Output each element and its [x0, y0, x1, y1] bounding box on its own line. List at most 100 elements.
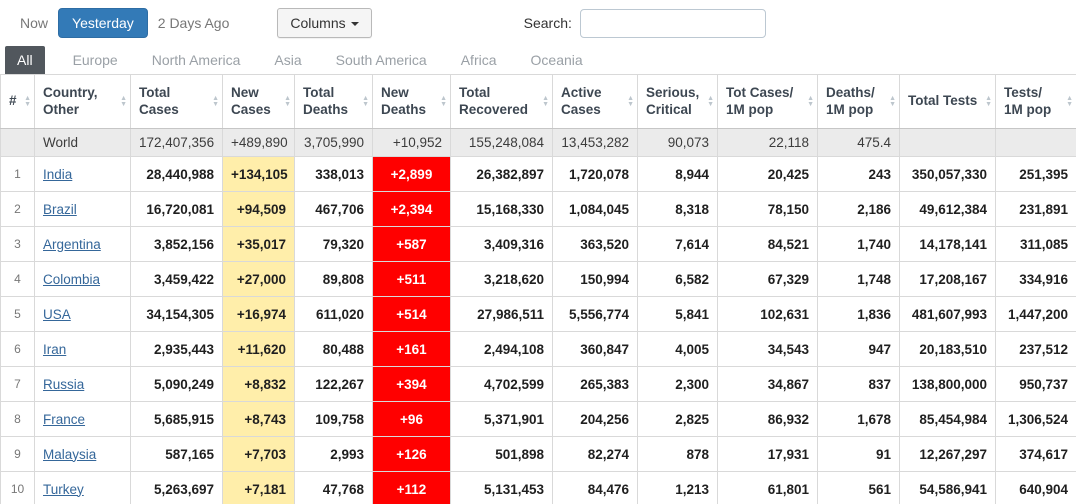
column-header-rank[interactable]: #▲▼: [1, 75, 35, 129]
country-link[interactable]: USA: [43, 307, 71, 322]
yesterday-button[interactable]: Yesterday: [58, 8, 148, 38]
sort-icon[interactable]: ▲▼: [284, 96, 291, 108]
sort-icon[interactable]: ▲▼: [707, 96, 714, 108]
column-header-tests-1m-pop[interactable]: Tests/ 1M pop ▲▼: [996, 75, 1076, 129]
tests-1m-cell: 251,395: [996, 157, 1076, 192]
tests-1m-cell: 1,447,200: [996, 297, 1076, 332]
tab-all[interactable]: All: [5, 46, 45, 74]
sort-icon[interactable]: ▲▼: [440, 96, 447, 108]
column-header-tot-cases-1m-pop[interactable]: Tot Cases/ 1M pop ▲▼: [718, 75, 818, 129]
tests-1m-cell: 640,904: [996, 472, 1076, 504]
total-tests-cell: 350,057,330: [900, 157, 996, 192]
column-header-active-cases[interactable]: Active Cases▲▼: [553, 75, 638, 129]
total-deaths-cell: 80,488: [295, 332, 373, 367]
sort-icon[interactable]: ▲▼: [212, 96, 219, 108]
column-header-total-cases[interactable]: Total Cases▲▼: [131, 75, 223, 129]
deaths-1m-cell: 1,748: [818, 262, 900, 297]
total-tests-cell: 481,607,993: [900, 297, 996, 332]
total-recovered-cell: 3,218,620: [451, 262, 553, 297]
new-cases-cell: +27,000: [223, 262, 295, 297]
two-days-ago-button[interactable]: 2 Days Ago: [148, 9, 240, 37]
sort-icon[interactable]: ▲▼: [627, 96, 634, 108]
column-header-new-cases[interactable]: New Cases ▲▼: [223, 75, 295, 129]
search-input[interactable]: [580, 9, 766, 38]
table-row: 1India28,440,988+134,105338,013+2,89926,…: [1, 157, 1076, 192]
tab-north-america[interactable]: North America: [146, 46, 247, 74]
column-header-deaths-1m-pop[interactable]: Deaths/ 1M pop▲▼: [818, 75, 900, 129]
column-header-total-deaths[interactable]: Total Deaths▲▼: [295, 75, 373, 129]
sort-icon[interactable]: ▲▼: [985, 96, 992, 108]
tests-1m-cell: 374,617: [996, 437, 1076, 472]
country-link[interactable]: France: [43, 412, 85, 427]
sort-icon[interactable]: ▲▼: [120, 96, 127, 108]
column-header-total-tests[interactable]: Total Tests ▲▼: [900, 75, 996, 129]
tab-africa[interactable]: Africa: [455, 46, 503, 74]
country-cell: Iran: [35, 332, 131, 367]
table-header: #▲▼Country, Other▲▼Total Cases▲▼New Case…: [1, 75, 1076, 129]
sort-icon[interactable]: ▲▼: [1066, 96, 1073, 108]
table-row: 4Colombia3,459,422+27,00089,808+5113,218…: [1, 262, 1076, 297]
tab-asia[interactable]: Asia: [268, 46, 307, 74]
column-header-serious-critical[interactable]: Serious, Critical▲▼: [638, 75, 718, 129]
column-header-total-recovered[interactable]: Total Recovered▲▼: [451, 75, 553, 129]
tests-1m-cell: 334,916: [996, 262, 1076, 297]
serious-critical-cell: 2,300: [638, 367, 718, 402]
table-row: 2Brazil16,720,081+94,509467,706+2,39415,…: [1, 192, 1076, 227]
total-tests-cell: 14,178,141: [900, 227, 996, 262]
tests-1m-cell: 237,512: [996, 332, 1076, 367]
tab-oceania[interactable]: Oceania: [525, 46, 589, 74]
active-cases-cell: 1,084,045: [553, 192, 638, 227]
total-cases-cell: 34,154,305: [131, 297, 223, 332]
tot-cases-1m-cell: 34,867: [718, 367, 818, 402]
tests-1m-cell: 1,306,524: [996, 402, 1076, 437]
country-link[interactable]: Colombia: [43, 272, 100, 287]
now-button[interactable]: Now: [10, 9, 58, 37]
total-deaths-cell: 89,808: [295, 262, 373, 297]
deaths-1m-cell: 1,740: [818, 227, 900, 262]
column-header-label: New Cases: [231, 85, 271, 117]
sort-icon[interactable]: ▲▼: [362, 96, 369, 108]
tot-cases-1m-cell: 22,118: [718, 129, 818, 157]
column-header-new-deaths[interactable]: New Deaths▲▼: [373, 75, 451, 129]
column-header-label: Tests/ 1M pop: [1004, 85, 1051, 117]
country-link[interactable]: Iran: [43, 342, 66, 357]
column-header-label: Total Tests: [908, 93, 977, 108]
total-tests-cell: 20,183,510: [900, 332, 996, 367]
total-deaths-cell: 467,706: [295, 192, 373, 227]
country-link[interactable]: Turkey: [43, 482, 84, 497]
country-cell: Brazil: [35, 192, 131, 227]
deaths-1m-cell: 2,186: [818, 192, 900, 227]
total-tests-cell: 17,208,167: [900, 262, 996, 297]
sort-icon[interactable]: ▲▼: [807, 96, 814, 108]
country-link[interactable]: Malaysia: [43, 447, 96, 462]
tot-cases-1m-cell: 67,329: [718, 262, 818, 297]
country-link[interactable]: Russia: [43, 377, 84, 392]
total-recovered-cell: 15,168,330: [451, 192, 553, 227]
total-cases-cell: 5,090,249: [131, 367, 223, 402]
total-cases-cell: 172,407,356: [131, 129, 223, 157]
total-deaths-cell: 2,993: [295, 437, 373, 472]
tab-south-america[interactable]: South America: [330, 46, 433, 74]
columns-dropdown-button[interactable]: Columns: [277, 8, 371, 38]
new-cases-cell: +8,832: [223, 367, 295, 402]
tests-1m-cell: 231,891: [996, 192, 1076, 227]
sort-icon[interactable]: ▲▼: [542, 96, 549, 108]
table-row: 8France5,685,915+8,743109,758+965,371,90…: [1, 402, 1076, 437]
total-cases-cell: 3,459,422: [131, 262, 223, 297]
active-cases-cell: 204,256: [553, 402, 638, 437]
tot-cases-1m-cell: 61,801: [718, 472, 818, 504]
row-rank: 8: [1, 402, 35, 437]
column-header-label: Tot Cases/ 1M pop: [726, 85, 793, 117]
serious-critical-cell: 90,073: [638, 129, 718, 157]
country-link[interactable]: Brazil: [43, 202, 77, 217]
tot-cases-1m-cell: 20,425: [718, 157, 818, 192]
tot-cases-1m-cell: 86,932: [718, 402, 818, 437]
tab-europe[interactable]: Europe: [67, 46, 124, 74]
country-cell: Malaysia: [35, 437, 131, 472]
sort-icon[interactable]: ▲▼: [24, 96, 31, 108]
column-header-country-other[interactable]: Country, Other▲▼: [35, 75, 131, 129]
header-row: #▲▼Country, Other▲▼Total Cases▲▼New Case…: [1, 75, 1076, 129]
country-link[interactable]: Argentina: [43, 237, 101, 252]
sort-icon[interactable]: ▲▼: [889, 96, 896, 108]
country-link[interactable]: India: [43, 167, 72, 182]
